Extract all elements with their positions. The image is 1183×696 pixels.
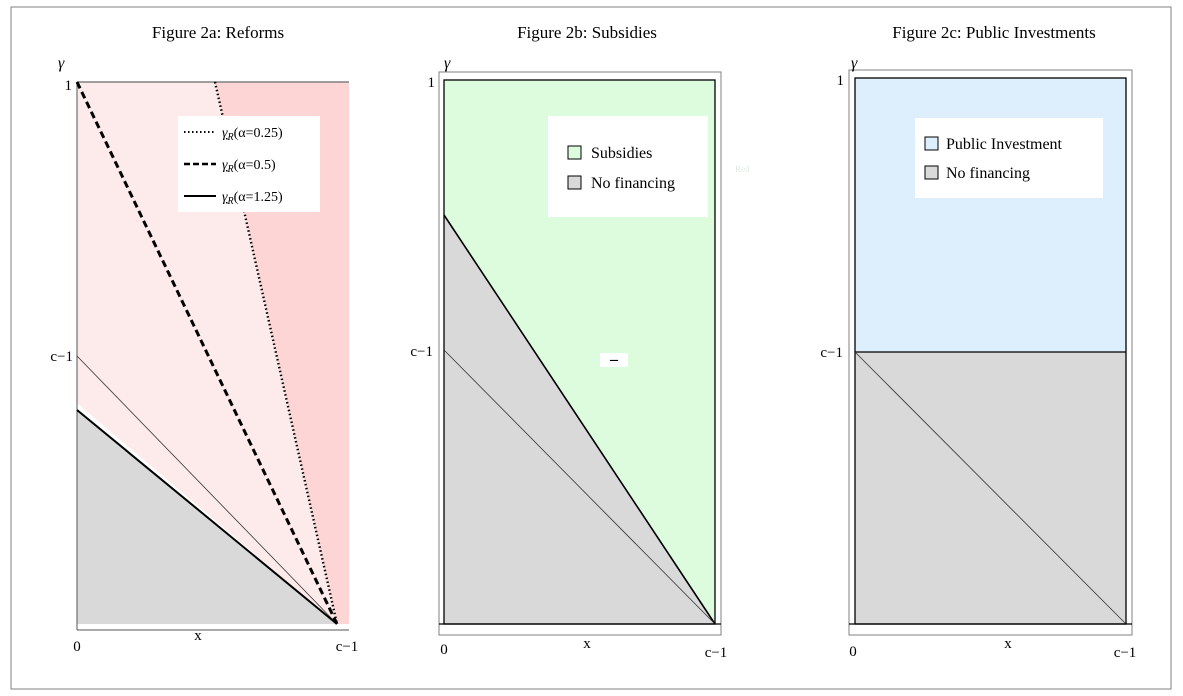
y-axis-symbol: γ [851,55,858,72]
faint-label: Red [735,164,750,174]
x-tick-left: 0 [73,639,81,655]
legend-swatch-public-investment [924,136,939,151]
figure-2c: Figure 2c: Public Investments γ 1 c−1 0 … [820,23,1136,661]
public-investment-legend: Public Investment No financing [915,118,1103,198]
x-label: x [1004,636,1012,652]
legend-label-no-financing: No financing [946,165,1030,182]
legend-label-public-investment: Public Investment [946,136,1063,153]
x-tick-left: 0 [440,642,448,658]
subsidies-legend-box [548,116,708,217]
c-minus-1-diagonal [76,355,338,625]
x-tick-right: c−1 [1114,645,1137,661]
y-axis-symbol: γ [58,55,65,72]
figure-2a: Figure 2a: Reforms γ 1 c−1 0 x c−1 γR(α=… [50,23,358,655]
legend-swatch-subsidies [567,145,582,160]
center-marker-box [600,353,628,367]
y-tick-mid: c−1 [50,349,73,365]
figure-2c-title: Figure 2c: Public Investments [892,23,1096,42]
legend-item-0: γR(α=0.25) [222,126,283,143]
legend-label-no-financing: No financing [591,175,675,192]
x-tick-right: c−1 [336,639,359,655]
x-label: x [583,636,591,652]
figure-2a-title: Figure 2a: Reforms [152,23,284,42]
reforms-legend: γR(α=0.25) γR(α=0.5) γR(α=1.25) [178,116,320,212]
y-tick-top: 1 [837,73,845,89]
y-axis-symbol: γ [444,55,451,72]
c-minus-1-diagonal [854,351,1127,625]
center-marker: – [609,351,619,368]
y-tick-mid: c−1 [410,344,433,360]
reform-region-strong [215,82,349,624]
x-tick-left: 0 [849,644,857,660]
public-investment-legend-box [915,118,1103,198]
x-label: x [194,628,202,644]
legend-swatch-no-financing [567,175,582,190]
figure-2b: Figure 2b: Subsidies γ 1 c−1 0 x c−1 Sub… [410,23,750,661]
gamma-r-alpha-0-5-line [75,81,339,625]
legend-swatch-no-financing [924,165,939,180]
figure-2b-title: Figure 2b: Subsidies [517,23,657,42]
legend-item-2: γR(α=1.25) [222,190,283,207]
c-minus-1-diagonal [443,349,716,625]
x-tick-right: c−1 [705,645,728,661]
subsidies-legend: Subsidies No financing [548,116,708,217]
y-tick-top: 1 [65,78,73,94]
y-tick-mid: c−1 [820,345,843,361]
legend-label-subsidies: Subsidies [591,145,652,162]
legend-item-1: γR(α=0.5) [222,158,276,175]
gamma-r-alpha-1-25-line [76,409,338,625]
y-tick-top: 1 [428,75,436,91]
subsidies-boundary-line [443,214,716,625]
